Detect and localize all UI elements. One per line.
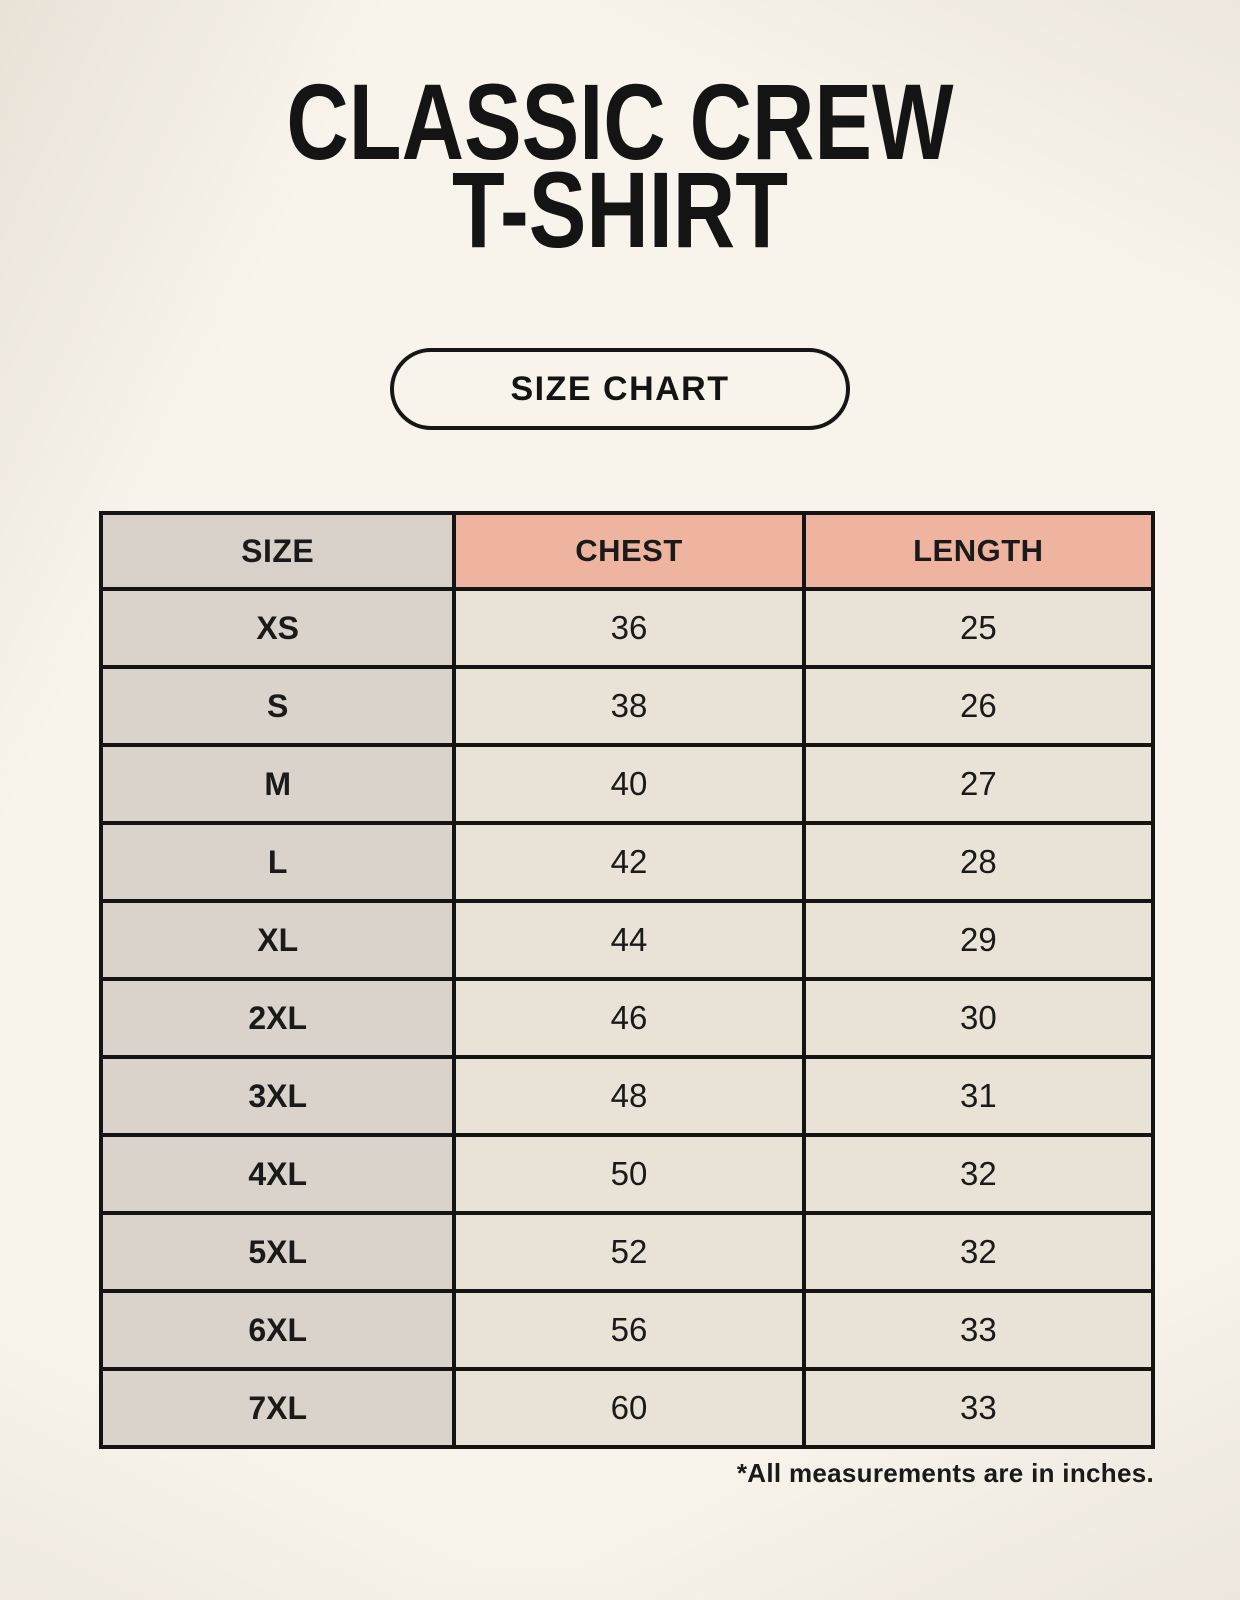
chest-cell: 48 bbox=[452, 1059, 802, 1133]
length-cell: 28 bbox=[801, 825, 1151, 899]
size-cell: 6XL bbox=[103, 1293, 453, 1367]
size-cell: 4XL bbox=[103, 1137, 453, 1211]
measurements-footnote: *All measurements are in inches. bbox=[736, 1458, 1154, 1488]
length-cell: 31 bbox=[801, 1059, 1151, 1133]
title-line-1: CLASSIC CREW bbox=[286, 61, 954, 182]
length-cell: 27 bbox=[801, 747, 1151, 821]
table-row-7xl: 7XL 60 33 bbox=[103, 1367, 1151, 1445]
table-row-5xl: 5XL 52 32 bbox=[103, 1211, 1151, 1289]
length-cell: 32 bbox=[801, 1215, 1151, 1289]
table-row-xs: XS 36 25 bbox=[103, 587, 1151, 665]
length-cell: 32 bbox=[801, 1137, 1151, 1211]
table-row-4xl: 4XL 50 32 bbox=[103, 1133, 1151, 1211]
table-row-2xl: 2XL 46 30 bbox=[103, 977, 1151, 1055]
chest-cell: 38 bbox=[452, 669, 802, 743]
length-cell: 33 bbox=[801, 1371, 1151, 1445]
length-cell: 29 bbox=[801, 903, 1151, 977]
chest-cell: 56 bbox=[452, 1293, 802, 1367]
table-row-m: M 40 27 bbox=[103, 743, 1151, 821]
table-row-3xl: 3XL 48 31 bbox=[103, 1055, 1151, 1133]
size-cell: L bbox=[103, 825, 453, 899]
size-cell: 5XL bbox=[103, 1215, 453, 1289]
table-row-s: S 38 26 bbox=[103, 665, 1151, 743]
size-cell: M bbox=[103, 747, 453, 821]
size-chart-table: SIZE CHEST LENGTH XS 36 25 S 38 26 M 40 … bbox=[99, 511, 1155, 1449]
table-row-6xl: 6XL 56 33 bbox=[103, 1289, 1151, 1367]
size-chart-button-label: SIZE CHART bbox=[510, 369, 730, 408]
table-header-row: SIZE CHEST LENGTH bbox=[103, 515, 1151, 587]
table-row-xl: XL 44 29 bbox=[103, 899, 1151, 977]
size-cell: 2XL bbox=[103, 981, 453, 1055]
length-cell: 33 bbox=[801, 1293, 1151, 1367]
column-header-chest: CHEST bbox=[452, 515, 802, 587]
chest-cell: 42 bbox=[452, 825, 802, 899]
chest-cell: 46 bbox=[452, 981, 802, 1055]
chest-cell: 36 bbox=[452, 591, 802, 665]
table-row-l: L 42 28 bbox=[103, 821, 1151, 899]
chest-cell: 50 bbox=[452, 1137, 802, 1211]
page-title: CLASSIC CREW T-SHIRT bbox=[124, 61, 1116, 270]
length-cell: 25 bbox=[801, 591, 1151, 665]
chest-cell: 44 bbox=[452, 903, 802, 977]
length-cell: 30 bbox=[801, 981, 1151, 1055]
chest-cell: 40 bbox=[452, 747, 802, 821]
chest-cell: 52 bbox=[452, 1215, 802, 1289]
size-cell: XL bbox=[103, 903, 453, 977]
size-chart-button[interactable]: SIZE CHART bbox=[390, 348, 850, 430]
chest-cell: 60 bbox=[452, 1371, 802, 1445]
size-cell: S bbox=[103, 669, 453, 743]
size-cell: 3XL bbox=[103, 1059, 453, 1133]
size-cell: 7XL bbox=[103, 1371, 453, 1445]
title-line-2: T-SHIRT bbox=[452, 149, 788, 270]
length-cell: 26 bbox=[801, 669, 1151, 743]
column-header-length: LENGTH bbox=[801, 515, 1151, 587]
column-header-size: SIZE bbox=[103, 515, 453, 587]
size-cell: XS bbox=[103, 591, 453, 665]
